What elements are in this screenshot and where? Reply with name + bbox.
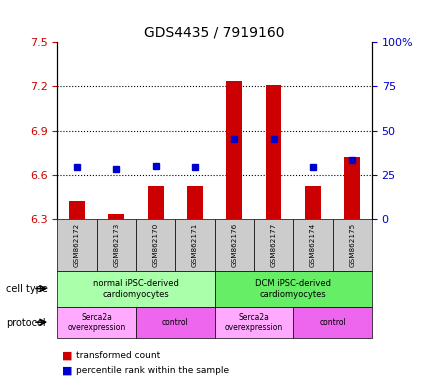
Bar [266,85,281,219]
Text: GSM862176: GSM862176 [231,223,237,267]
Bar [148,187,164,219]
Text: GSM862173: GSM862173 [113,223,119,267]
Text: transformed count: transformed count [76,351,161,360]
Bar [305,187,321,219]
Text: Serca2a
overexpression: Serca2a overexpression [68,313,126,332]
Text: GSM862175: GSM862175 [349,223,355,267]
Text: GSM862171: GSM862171 [192,223,198,267]
Text: cell type: cell type [6,284,48,294]
Bar [187,187,203,219]
Bar [108,214,124,219]
Text: ■: ■ [62,366,72,376]
Text: normal iPSC-derived
cardiomyocytes: normal iPSC-derived cardiomyocytes [93,279,179,299]
Text: protocol: protocol [6,318,46,328]
Text: GSM862172: GSM862172 [74,223,80,267]
Text: control: control [319,318,346,327]
Text: percentile rank within the sample: percentile rank within the sample [76,366,230,375]
Bar [344,157,360,219]
Bar [69,201,85,219]
Text: ■: ■ [62,350,72,360]
Title: GDS4435 / 7919160: GDS4435 / 7919160 [144,26,285,40]
Bar [227,81,242,219]
Text: GSM862177: GSM862177 [271,223,277,267]
Text: GSM862170: GSM862170 [153,223,159,267]
Text: DCM iPSC-derived
cardiomyocytes: DCM iPSC-derived cardiomyocytes [255,279,331,299]
Text: control: control [162,318,189,327]
Text: GSM862174: GSM862174 [310,223,316,267]
Text: Serca2a
overexpression: Serca2a overexpression [225,313,283,332]
